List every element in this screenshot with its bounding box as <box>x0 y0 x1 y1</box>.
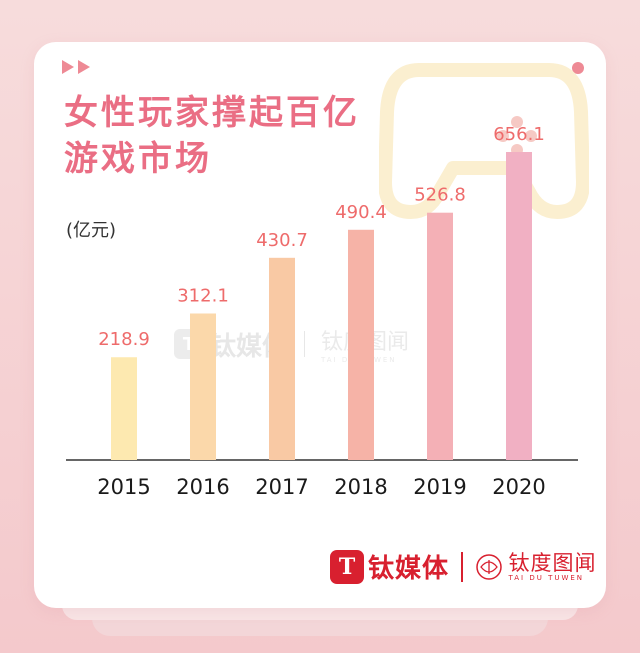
x-tick-label-2019: 2019 <box>413 475 466 499</box>
x-tick-label-2016: 2016 <box>176 475 229 499</box>
data-label-2019: 526.8 <box>414 185 466 206</box>
data-label-2020: 656.1 <box>493 124 545 145</box>
data-label-2015: 218.9 <box>98 329 150 350</box>
bar-2020 <box>506 151 532 460</box>
secondary-brand-sub: TAI DU TUWEN <box>508 573 585 582</box>
infographic-card: 女性玩家撑起百亿 游戏市场 (亿元) T 钛媒体 钛度图闻 TAI DU TUW… <box>34 42 606 608</box>
play-arrows-icon <box>62 60 90 74</box>
bar-2019 <box>427 212 453 460</box>
title-line-2: 游戏市场 <box>64 139 212 179</box>
secondary-brand-name: 钛度图闻 <box>508 550 597 575</box>
footer-separator <box>461 551 463 582</box>
brand-logo-icon: T <box>330 549 364 584</box>
x-tick-label-2020: 2020 <box>492 475 545 499</box>
title-line-1: 女性玩家撑起百亿 <box>64 93 360 133</box>
data-label-2016: 312.1 <box>177 285 229 306</box>
data-label-2018: 490.4 <box>335 202 387 223</box>
bar-chart: 218.9 2015 312.1 2016 430.7 2017 490.4 2018 526.… <box>66 124 578 499</box>
brand-name: 钛媒体 <box>368 554 450 584</box>
footer-branding: T 钛媒体 钛度图闻 TAI DU TUWEN <box>330 548 597 585</box>
x-tick-label-2017: 2017 <box>255 475 308 499</box>
page-title: 女性玩家撑起百亿 游戏市场 <box>64 90 360 182</box>
data-label-2017: 430.7 <box>256 230 308 251</box>
bar-2015 <box>111 357 137 460</box>
bar-2018 <box>348 229 374 460</box>
x-tick-label-2015: 2015 <box>97 475 150 499</box>
watermark-separator <box>304 331 306 357</box>
x-tick-label-2018: 2018 <box>334 475 387 499</box>
bar-2016 <box>190 313 216 460</box>
bar-2017 <box>269 257 295 460</box>
corner-dot <box>572 62 584 74</box>
y-axis-unit-label: (亿元) <box>66 220 117 241</box>
eye-logo-icon <box>475 553 502 580</box>
secondary-brand: 钛度图闻 TAI DU TUWEN <box>509 552 597 582</box>
